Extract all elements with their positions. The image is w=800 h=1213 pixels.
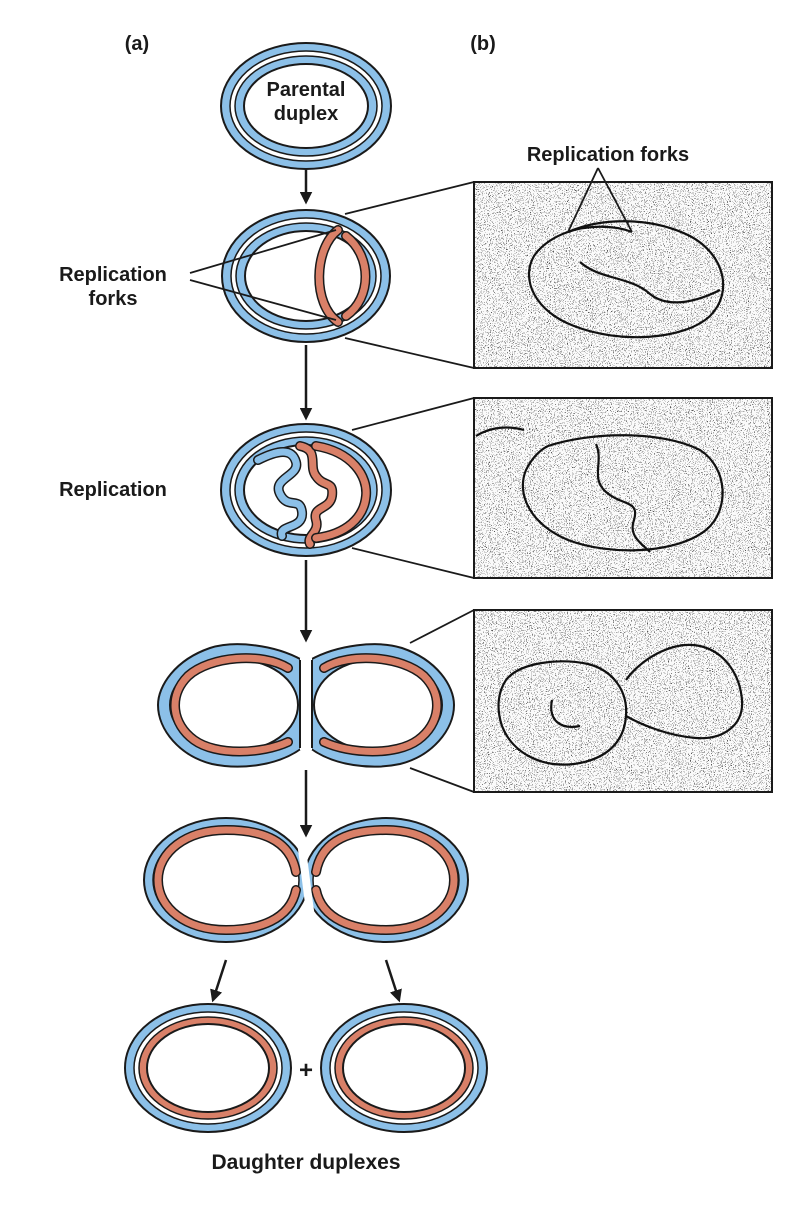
catenane-figure-eight — [143, 817, 469, 943]
arrow-6 — [384, 959, 402, 1003]
arrow-5 — [210, 959, 228, 1003]
parental-duplex-label-2: duplex — [274, 103, 338, 125]
daughter-duplexes-label: Daughter duplexes — [211, 1151, 400, 1174]
parental-duplex — [220, 42, 392, 170]
micrograph-3-leader-lines — [409, 609, 475, 793]
replication-bubble-late — [220, 423, 392, 557]
daughter-duplex-left — [124, 1003, 292, 1133]
fork-pointer-lines — [189, 229, 337, 321]
panel-label-a: (a) — [125, 33, 149, 55]
parental-duplex-label-1: Parental — [267, 79, 346, 101]
replication-label: Replication — [59, 479, 167, 501]
micrograph-2 — [473, 397, 773, 579]
replication-bubble-early — [221, 209, 391, 343]
micrograph-forks-label: Replication forks — [527, 144, 689, 166]
replication-forks-label-2: forks — [89, 288, 138, 310]
panel-label-b: (b) — [470, 33, 496, 55]
micrograph-1 — [473, 181, 773, 369]
replication-forks-label-1: Replication — [59, 264, 167, 286]
micrograph-3 — [473, 609, 773, 793]
micrograph-2-leader-lines — [351, 397, 475, 579]
theta-separating — [156, 643, 456, 768]
micrograph-1-leader-lines — [344, 167, 633, 369]
plus-sign: + — [299, 1057, 313, 1084]
daughter-duplex-right — [320, 1003, 488, 1133]
